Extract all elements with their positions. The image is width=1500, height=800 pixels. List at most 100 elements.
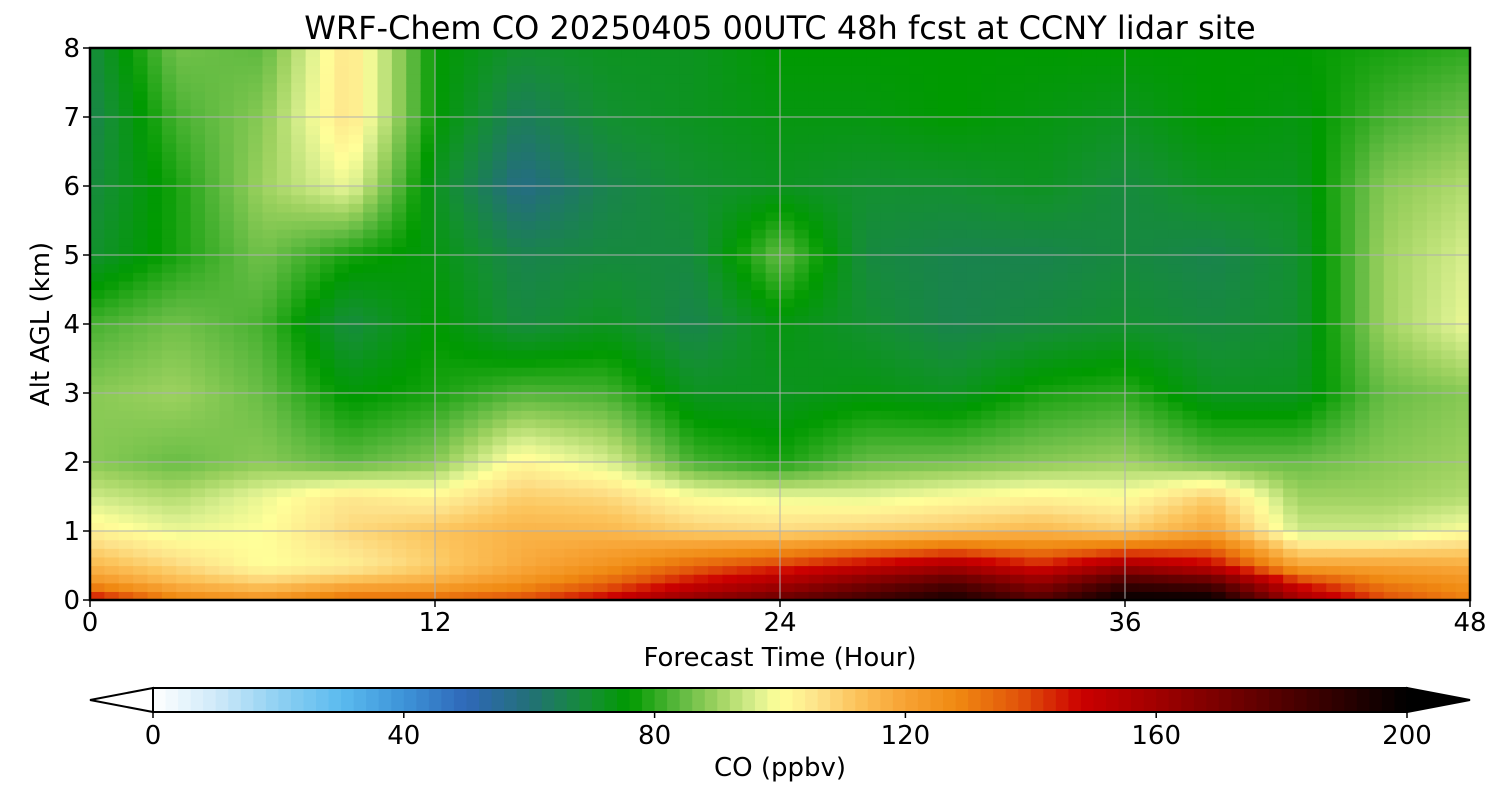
heatmap-cell	[420, 479, 436, 489]
heatmap-cell	[636, 591, 652, 601]
heatmap-cell	[219, 211, 235, 222]
heatmap-cell	[837, 531, 853, 541]
heatmap-cell	[363, 341, 379, 351]
heatmap-cell	[693, 65, 709, 75]
heatmap-cell	[909, 479, 925, 489]
heatmap-cell	[765, 289, 781, 299]
heatmap-cell	[837, 487, 853, 498]
heatmap-cell	[895, 48, 910, 58]
heatmap-cell	[751, 565, 767, 575]
heatmap-cell	[190, 82, 206, 92]
heatmap-cell	[176, 349, 192, 360]
heatmap-cell	[363, 556, 379, 567]
heatmap-cell	[636, 117, 652, 127]
heatmap-cell	[679, 384, 695, 394]
heatmap-cell	[147, 384, 163, 394]
heatmap-cell	[1081, 99, 1097, 109]
heatmap-cell	[751, 108, 767, 118]
heatmap-cell	[1153, 341, 1169, 351]
heatmap-cell	[693, 410, 709, 420]
heatmap-cell	[1139, 375, 1155, 385]
heatmap-cell	[938, 341, 954, 351]
heatmap-cell	[1139, 48, 1155, 58]
heatmap-cell	[679, 280, 695, 291]
heatmap-cell	[966, 410, 982, 420]
heatmap-cell	[1038, 125, 1054, 135]
heatmap-cell	[665, 470, 680, 480]
heatmap-cell	[276, 82, 292, 92]
heatmap-cell	[650, 470, 666, 480]
heatmap-cell	[909, 522, 925, 532]
heatmap-cell	[751, 539, 767, 549]
heatmap-cell	[118, 556, 134, 567]
heatmap-cell	[334, 237, 350, 247]
heatmap-cell	[564, 470, 580, 480]
heatmap-cell	[1110, 462, 1126, 472]
heatmap-cell	[233, 315, 249, 325]
heatmap-cell	[118, 246, 134, 256]
heatmap-cell	[506, 151, 522, 161]
heatmap-cell	[837, 263, 853, 273]
heatmap-cell	[938, 496, 954, 506]
heatmap-cell	[866, 186, 882, 196]
heatmap-cell	[550, 298, 565, 308]
heatmap-cell	[981, 108, 997, 118]
heatmap-cell	[1096, 513, 1112, 523]
heatmap-cell	[161, 410, 177, 420]
heatmap-cell	[1196, 393, 1212, 403]
heatmap-cell	[90, 280, 105, 291]
heatmap-cell	[1038, 522, 1054, 532]
heatmap-cell	[1110, 194, 1126, 204]
heatmap-cell	[952, 556, 968, 567]
heatmap-cell	[823, 160, 839, 170]
heatmap-cell	[391, 125, 407, 135]
heatmap-cell	[492, 229, 508, 239]
heatmap-cell	[808, 358, 824, 368]
heatmap-cell	[981, 444, 997, 454]
heatmap-cell	[1067, 418, 1083, 429]
heatmap-cell	[521, 496, 537, 506]
heatmap-cell	[449, 462, 465, 472]
heatmap-cell	[981, 117, 997, 127]
heatmap-cell	[377, 556, 393, 567]
heatmap-cell	[449, 332, 465, 342]
heatmap-cell	[248, 48, 264, 58]
heatmap-cell	[1024, 255, 1040, 265]
heatmap-cell	[665, 324, 680, 334]
heatmap-cell	[176, 263, 192, 273]
heatmap-cell	[233, 462, 249, 472]
heatmap-cell	[851, 548, 867, 558]
heatmap-cell	[880, 56, 896, 66]
heatmap-cell	[1139, 479, 1155, 489]
heatmap-cell	[262, 332, 278, 342]
heatmap-cell	[377, 444, 393, 454]
heatmap-cell	[794, 453, 810, 463]
heatmap-cell	[708, 401, 724, 411]
heatmap-cell	[1067, 591, 1083, 601]
heatmap-cell	[1139, 462, 1155, 472]
heatmap-cell	[851, 479, 867, 489]
heatmap-cell	[823, 272, 839, 282]
heatmap-cell	[1081, 539, 1097, 549]
heatmap-cell	[607, 272, 623, 282]
heatmap-cell	[320, 289, 335, 299]
heatmap-cell	[751, 436, 767, 446]
heatmap-cell	[1010, 367, 1025, 377]
heatmap-cell	[1168, 505, 1184, 515]
heatmap-cell	[377, 99, 393, 109]
heatmap-cell	[219, 565, 235, 575]
heatmap-cell	[262, 427, 278, 437]
heatmap-cell	[348, 418, 364, 429]
heatmap-cell	[765, 375, 781, 385]
heatmap-cell	[650, 229, 666, 239]
heatmap-cell	[923, 160, 939, 170]
heatmap-cell	[492, 462, 508, 472]
heatmap-cell	[923, 65, 939, 75]
heatmap-cell	[851, 574, 867, 584]
heatmap-cell	[1110, 151, 1126, 161]
heatmap-cell	[1096, 91, 1112, 101]
heatmap-cell	[621, 142, 637, 153]
heatmap-cell	[722, 99, 738, 109]
heatmap-cell	[823, 479, 839, 489]
heatmap-cell	[765, 341, 781, 351]
